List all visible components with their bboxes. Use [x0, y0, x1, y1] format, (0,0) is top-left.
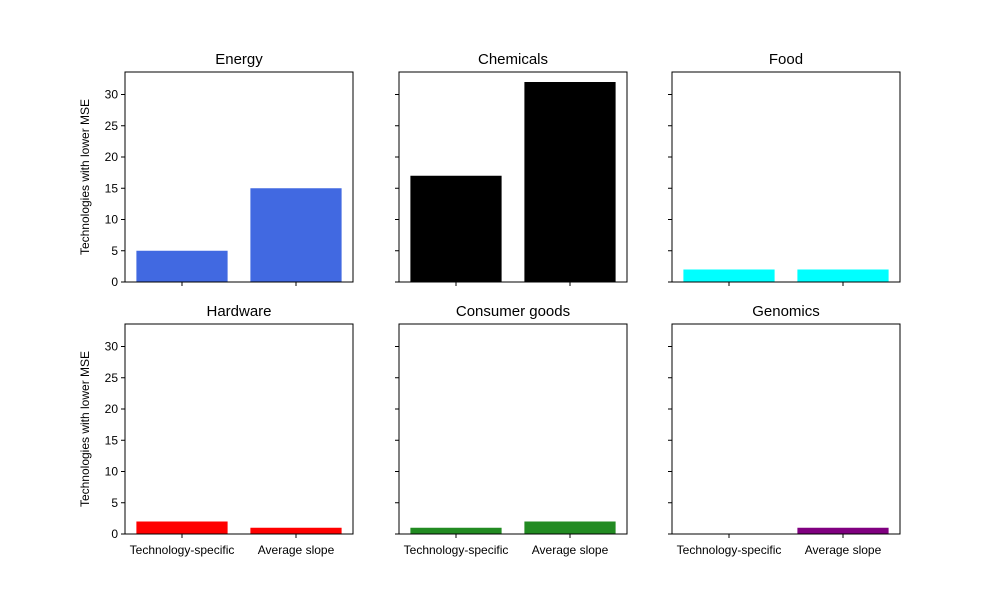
- bar-energy-2: [250, 188, 342, 282]
- axes-frame-consumer-goods: [398, 323, 628, 535]
- panel-title-genomics: Genomics: [752, 303, 820, 320]
- y-tick-label-hardware: 5: [111, 496, 118, 510]
- axes-frame-hardware: [124, 323, 354, 535]
- y-tick-label-hardware: 10: [105, 465, 119, 479]
- panel-title-energy: Energy: [215, 51, 263, 68]
- panel-title-chemicals: Chemicals: [478, 51, 548, 68]
- y-tick-label-energy: 30: [105, 88, 119, 102]
- bar-consumer-goods-2: [524, 521, 616, 534]
- bar-chemicals-1: [410, 175, 502, 282]
- panel-title-hardware: Hardware: [206, 303, 271, 320]
- panel-title-consumer-goods: Consumer goods: [456, 303, 570, 320]
- axes-frame-food: [671, 71, 901, 283]
- x-tick-label-consumer-goods: Average slope: [532, 543, 609, 557]
- y-tick-label-energy: 0: [111, 275, 118, 289]
- x-tick-label-consumer-goods: Technology-specific: [404, 543, 509, 557]
- y-tick-label-energy: 25: [105, 119, 119, 133]
- bar-consumer-goods-1: [410, 527, 502, 534]
- bar-hardware-2: [250, 527, 342, 534]
- y-tick-label-energy: 5: [111, 244, 118, 258]
- axes-frame-chemicals: [398, 71, 628, 283]
- x-tick-label-genomics: Technology-specific: [677, 543, 782, 557]
- y-tick-label-hardware: 25: [105, 371, 119, 385]
- bar-hardware-1: [136, 521, 228, 534]
- x-tick-label-hardware: Average slope: [258, 543, 335, 557]
- y-tick-label-hardware: 20: [105, 402, 119, 416]
- bar-energy-1: [136, 250, 228, 282]
- axes-frame-energy: [124, 71, 354, 283]
- y-tick-label-energy: 10: [105, 213, 119, 227]
- bar-food-1: [683, 269, 775, 282]
- y-tick-label-hardware: 0: [111, 527, 118, 541]
- panel-title-food: Food: [769, 51, 803, 68]
- bar-chemicals-2: [524, 82, 616, 282]
- axes-frame-genomics: [671, 323, 901, 535]
- x-tick-label-hardware: Technology-specific: [130, 543, 235, 557]
- y-tick-label-energy: 20: [105, 150, 119, 164]
- y-axis-label-hardware: Technologies with lower MSE: [78, 351, 92, 507]
- y-tick-label-energy: 15: [105, 181, 119, 195]
- y-tick-label-hardware: 15: [105, 433, 119, 447]
- y-axis-label-energy: Technologies with lower MSE: [78, 99, 92, 255]
- x-tick-label-genomics: Average slope: [805, 543, 882, 557]
- bar-genomics-2: [797, 527, 889, 534]
- bar-food-2: [797, 269, 889, 282]
- y-tick-label-hardware: 30: [105, 340, 119, 354]
